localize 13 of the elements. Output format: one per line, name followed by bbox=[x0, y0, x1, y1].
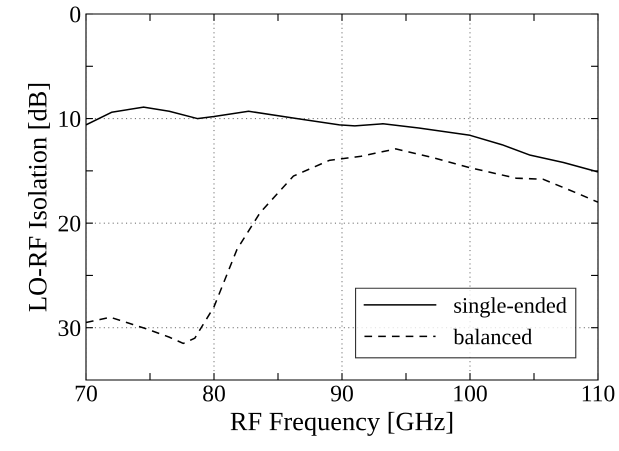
x-tick-label: 100 bbox=[454, 386, 487, 402]
x-tick-label: 90 bbox=[330, 386, 353, 402]
y-axis-title: LO-RF Isolation [dB] bbox=[28, 84, 50, 312]
y-tick-label: 0 bbox=[70, 6, 80, 22]
legend-label: single-ended bbox=[454, 297, 567, 318]
y-tick-label: 10 bbox=[60, 111, 80, 127]
legend-label: balanced bbox=[453, 328, 532, 344]
x-axis-title: RF Frequency [GHz] bbox=[230, 412, 452, 436]
x-tick-label: 110 bbox=[582, 386, 614, 402]
x-tick-label: 80 bbox=[203, 386, 225, 402]
x-tick-label: 70 bbox=[76, 386, 97, 402]
y-tick-label: 20 bbox=[58, 216, 80, 232]
y-tick-label: 30 bbox=[58, 320, 80, 336]
